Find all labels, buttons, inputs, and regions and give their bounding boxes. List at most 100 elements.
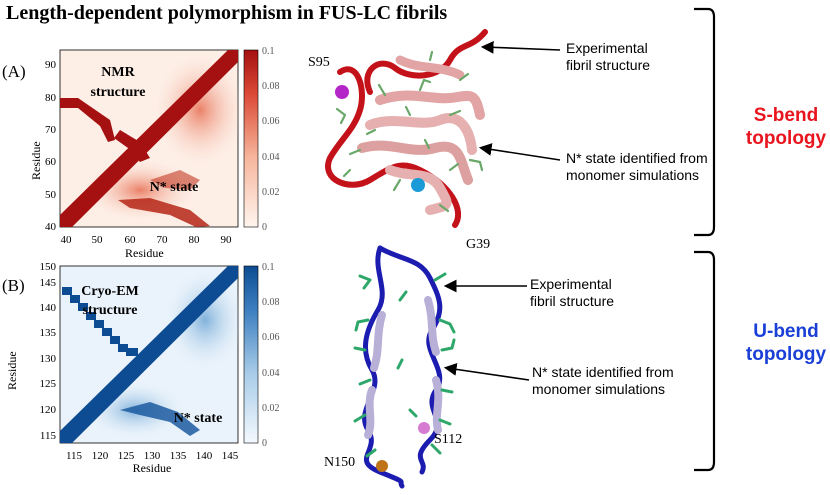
x-tick: 130 [144,450,161,462]
x-tick: 60 [125,234,137,246]
x-tick: 135 [170,450,187,462]
nstar-contacts [118,198,210,227]
nstar-contacts [150,170,200,190]
colorbar-tick: 0.1 [262,262,275,273]
arrow [443,363,530,381]
topology-label-s-bend: S-bend topology [745,105,827,149]
annotation-experimental-bottom: Experimental fibril structure [530,276,615,309]
residue-marker-s112 [418,422,430,434]
colorbar-tick: 0.08 [262,297,280,308]
x-tick: 50 [92,234,104,246]
cryoem-contacts [62,287,138,356]
u-bend-structure: S112 N150 [324,245,462,489]
y-tick: 130 [40,353,57,365]
annotation-experimental-top: Experimental fibril structure [566,40,651,73]
nmr-contacts [114,130,150,162]
colorbar [243,49,259,228]
s-bend-structure: S95 G39 [308,29,490,250]
y-tick: 135 [40,327,57,339]
x-tick: 125 [118,450,135,462]
colorbar-tick: 0.08 [262,81,280,92]
residue-marker-n150 [376,460,388,472]
y-tick: 80 [45,92,57,104]
colorbar [243,265,259,444]
glow-region [165,270,245,370]
y-tick: 125 [40,378,57,390]
y-tick: 50 [45,189,57,201]
lower-label: N* state [150,180,199,195]
side-chains [353,272,456,458]
x-tick: 40 [61,234,73,246]
x-tick: 115 [66,450,83,462]
x-tick: 70 [157,234,169,246]
strand [424,296,440,356]
residue-marker-g39 [411,178,425,192]
y-axis-label: Residue [5,351,19,390]
ribbon [377,245,443,475]
strand [370,311,386,372]
colorbar-tick: 0.04 [262,152,280,163]
x-tick: 140 [196,450,213,462]
y-tick: 150 [40,261,57,273]
residue-label: S95 [308,55,330,70]
x-tick: 145 [222,450,239,462]
arrow [478,143,561,161]
y-tick: 70 [45,124,57,136]
x-tick: 80 [189,234,201,246]
y-tick: 145 [40,277,57,289]
contact-map-a: NMR structure N* state 40 50 60 70 80 90… [29,46,280,246]
x-tick: 90 [221,234,233,246]
y-tick: 120 [40,404,57,416]
side-chains [335,50,484,213]
residue-marker-s95 [335,85,349,99]
colorbar-tick: 0.06 [262,332,280,343]
x-axis-label-a-visible: Residue [125,246,164,260]
strand [432,376,443,434]
diagonal-band [60,266,238,443]
colorbar-tick: 0.06 [262,116,280,127]
x-axis-label: Residue [133,461,172,475]
colorbar-tick: 0 [262,438,267,449]
residue-label: S112 [434,432,462,447]
contact-map-b: Cryo-EM structure N* state 115 120 125 1… [5,261,280,475]
y-tick: 90 [45,59,57,71]
upper-label-2: structure [91,85,146,100]
panel-a-label: (A) [2,62,26,81]
strand [364,386,376,439]
colorbar-tick: 0.04 [262,368,280,379]
residue-label: G39 [466,237,490,250]
ribbon [364,29,488,95]
upper-label-2: structure [83,303,138,318]
y-axis-label: Residue [29,141,43,180]
glow-region [155,55,245,165]
nstar-contacts [120,402,200,436]
colorbar-tick: 0.1 [262,46,275,57]
colorbar-tick: 0 [262,222,267,233]
strand [357,140,473,185]
upper-label-1: Cryo-EM [81,284,139,299]
topology-label-u-bend: U-bend topology [745,321,827,365]
strand [395,55,465,80]
annotation-nstar-bottom: N* state identified from monomer simulat… [532,364,674,397]
bracket-top [694,7,716,237]
lower-label: N* state [174,411,223,426]
y-tick: 60 [45,156,57,168]
colorbar-tick: 0.02 [262,187,280,198]
arrows-top [478,40,561,161]
colorbar-tick: 0.02 [262,403,280,414]
diagonal-band [60,50,238,227]
arrows-bottom [443,279,530,381]
y-tick: 140 [40,302,57,314]
nmr-contacts [60,98,115,142]
panel-b-label: (B) [2,276,25,295]
y-tick: 40 [45,221,57,233]
bracket-bottom [694,250,716,472]
annotation-nstar-top: N* state identified from monomer simulat… [566,150,708,183]
strand [375,90,485,120]
x-tick: 120 [92,450,109,462]
residue-label: N150 [324,455,355,470]
strand [365,113,477,155]
figure-title: Length-dependent polymorphism in FUS-LC … [6,2,448,24]
y-tick: 115 [40,430,57,442]
upper-label-1: NMR [101,65,135,80]
